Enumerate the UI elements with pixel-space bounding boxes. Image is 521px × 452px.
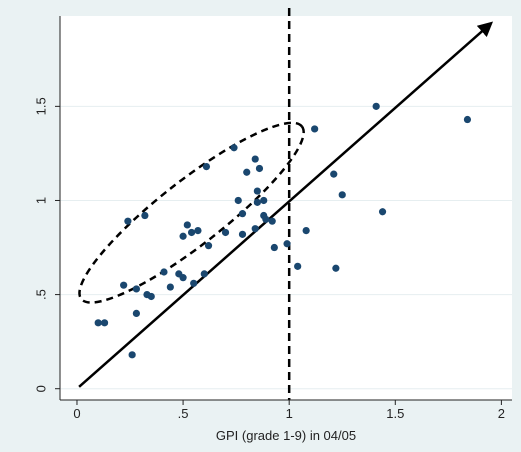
data-point [253, 198, 261, 206]
data-point [251, 225, 259, 233]
y-tick-label: 1 [33, 197, 48, 204]
data-points [94, 102, 472, 359]
data-point [255, 164, 264, 173]
data-point [330, 170, 338, 178]
data-point [262, 215, 270, 223]
y-tick-label: .5 [33, 289, 48, 300]
data-point [132, 309, 140, 318]
data-point [94, 319, 102, 327]
y-tick-label: 0 [33, 385, 48, 392]
x-tick-label: 0 [73, 406, 80, 421]
axes [59, 16, 512, 401]
data-point [270, 243, 278, 252]
y-tick-label: 1.5 [33, 97, 48, 115]
reference-lines [78, 8, 494, 400]
data-point [179, 274, 187, 282]
data-point [311, 125, 319, 133]
annotations [78, 121, 305, 304]
data-point [183, 221, 191, 229]
data-point [302, 226, 310, 235]
data-point [179, 232, 187, 240]
diagonal-arrow-line [78, 21, 494, 388]
data-point [260, 196, 268, 205]
x-tick-label: 2 [498, 406, 505, 421]
data-point [238, 230, 247, 238]
data-point [128, 351, 136, 359]
data-point [463, 115, 472, 124]
data-point [204, 242, 213, 250]
data-point [294, 262, 302, 270]
data-point [230, 144, 238, 152]
data-point [378, 208, 387, 216]
data-point [243, 168, 251, 176]
x-tick-label: 1 [286, 406, 293, 421]
dashed-ellipse [78, 121, 305, 304]
data-point [202, 162, 211, 171]
x-axis-title: GPI (grade 1-9) in 04/05 [216, 428, 356, 443]
gridlines [60, 105, 512, 390]
data-point [332, 264, 340, 272]
data-point [190, 279, 198, 287]
data-point [200, 270, 208, 278]
x-tick-label: 1.5 [386, 406, 404, 421]
data-point [147, 292, 155, 301]
data-point [160, 268, 168, 276]
data-point [283, 240, 291, 248]
data-point [166, 283, 174, 291]
data-point [100, 319, 109, 327]
data-point [194, 226, 202, 235]
ticks: 0 .5 1 1.5 2 0 .5 1 1.5 [33, 97, 505, 421]
data-point [234, 196, 242, 205]
x-tick-label: .5 [178, 406, 189, 421]
data-point [124, 217, 132, 225]
data-point [141, 211, 149, 220]
data-point [268, 217, 276, 225]
data-point [253, 187, 261, 195]
data-point [238, 210, 247, 218]
data-point [132, 285, 140, 293]
data-point [221, 228, 230, 237]
data-point [120, 281, 128, 289]
data-point [187, 228, 196, 237]
data-point [251, 155, 259, 163]
data-point [338, 191, 346, 199]
data-point [372, 102, 380, 110]
